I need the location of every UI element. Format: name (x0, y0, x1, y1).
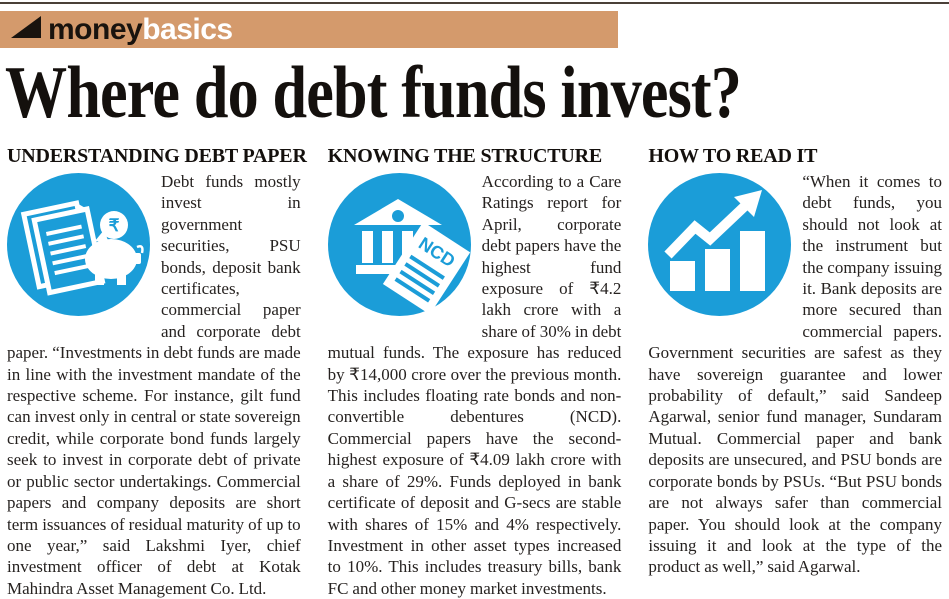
rupee-coin-symbol: ₹ (109, 216, 120, 235)
column-heading: KNOWING THE STRUCTURE (327, 145, 603, 167)
column-heading: HOW TO READ IT (648, 145, 818, 167)
column-heading: UNDERSTANDING DEBT PAPER (7, 145, 307, 167)
banner-money-label: money (48, 12, 143, 46)
column-body: NCD According to a Care Ratings report f… (327, 171, 622, 599)
column-text: According to a Care Ratings report for A… (327, 172, 622, 598)
column-knowing-the-structure: KNOWING THE STRUCTURE (327, 145, 622, 599)
bank-ncd-document-icon: NCD (327, 173, 471, 316)
column-body: ₹ Debt funds mostly invest in government… (7, 171, 301, 599)
column-body: “When it comes to debt funds, you should… (648, 171, 942, 578)
columns-container: UNDERSTANDING DEBT PAPER (0, 145, 949, 599)
column-how-to-read-it: HOW TO READ IT “When it comes to debt fu… (648, 145, 942, 599)
top-rule (0, 2, 949, 4)
banner-basics-label: basics (142, 12, 233, 46)
column-text: “When it comes to debt funds, you should… (648, 172, 943, 577)
documents-piggy-bank-icon: ₹ (7, 173, 150, 316)
corner-triangle-icon (11, 16, 41, 38)
growth-chart-icon (648, 173, 792, 316)
section-banner: money basics (0, 11, 618, 48)
headline: Where do debt funds invest? (5, 52, 742, 134)
column-understanding-debt-paper: UNDERSTANDING DEBT PAPER (7, 145, 307, 599)
